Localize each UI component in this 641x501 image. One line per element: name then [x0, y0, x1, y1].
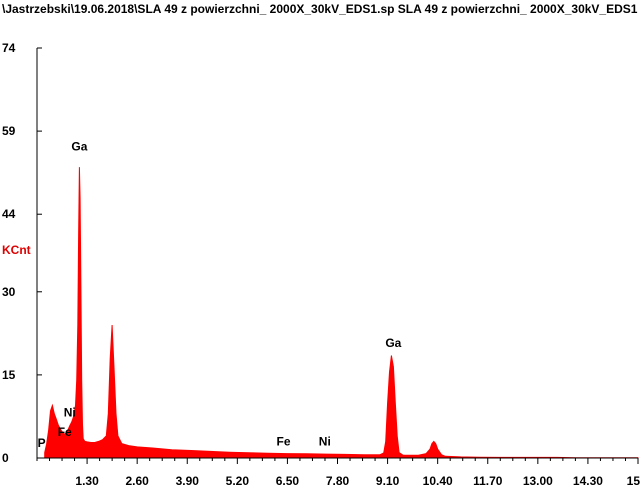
x-tick-label: 6.50 [276, 474, 300, 488]
chart-title: \Jastrzebski\19.06.2018\SLA 49 z powierz… [2, 2, 638, 16]
peak-label: P [38, 436, 46, 450]
x-tick-label: 2.60 [125, 474, 149, 488]
x-tick-label: 14.30 [573, 474, 603, 488]
peak-labels: P Fe Ni Ga Fe Ni Ga [38, 140, 402, 450]
x-ticks: 1.30 2.60 3.90 5.20 6.50 7.80 9.10 10.40 11.70 13… [36, 458, 641, 488]
peak-label: Ni [64, 405, 76, 419]
y-ticks: 0 15 30 44 59 74 [2, 41, 42, 465]
y-tick-label: 30 [2, 285, 16, 299]
y-axis-label: KCnt [2, 243, 31, 257]
x-tick-label: 3.90 [176, 474, 200, 488]
peak-label: Ni [319, 434, 331, 448]
y-tick-label: 44 [2, 207, 16, 221]
x-tick-label: 13.00 [523, 474, 553, 488]
axes-layer [36, 48, 638, 459]
peak-label: Fe [277, 434, 291, 448]
x-tick-label: 9.10 [376, 474, 400, 488]
y-tick-label: 59 [2, 124, 16, 138]
y-tick-label: 74 [2, 41, 16, 55]
peak-label: Fe [58, 425, 72, 439]
x-tick-label: 10.40 [423, 474, 453, 488]
x-tick-label: 1.30 [75, 474, 99, 488]
spectrum-layer [44, 167, 639, 459]
spectrum-area [44, 167, 639, 459]
x-tick-label: 5.20 [226, 474, 250, 488]
peak-label: Ga [71, 140, 87, 154]
x-tick-label: 11.70 [473, 474, 503, 488]
x-tick-label: 7.80 [326, 474, 350, 488]
y-tick-label: 15 [2, 368, 16, 382]
x-tick-label: 15 [627, 474, 641, 488]
y-tick-label: 0 [2, 451, 9, 465]
peak-label: Ga [385, 336, 401, 350]
